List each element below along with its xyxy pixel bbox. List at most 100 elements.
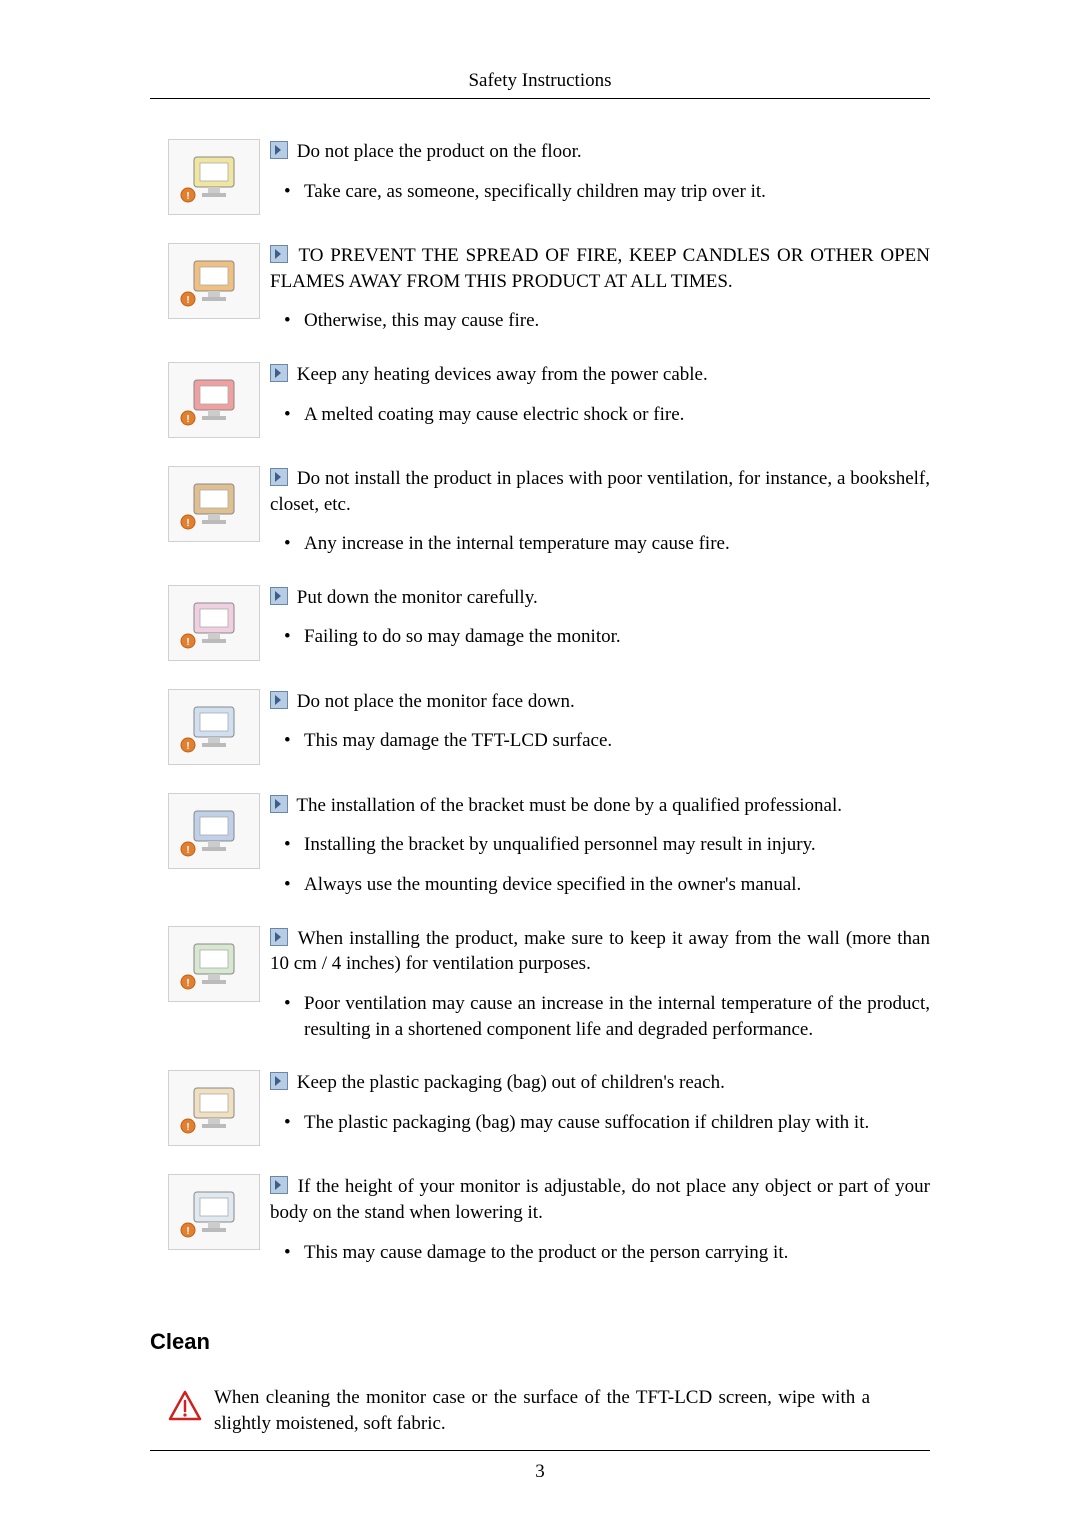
arrow-bullet-icon xyxy=(270,468,288,486)
safety-item-main: Keep any heating devices away from the p… xyxy=(270,362,930,388)
safety-item-text: Keep the plastic packaging (bag) out of … xyxy=(270,1070,930,1135)
safety-items-list: ! Do not place the product on the floor.… xyxy=(150,139,930,1293)
bullet-dot-icon: • xyxy=(284,402,304,428)
safety-item-main: Keep the plastic packaging (bag) out of … xyxy=(270,1070,930,1096)
safety-illustration-icon: ! xyxy=(168,585,260,661)
safety-item-main: If the height of your monitor is adjusta… xyxy=(270,1174,930,1225)
safety-item-bullet-text: This may damage the TFT-LCD surface. xyxy=(304,728,930,754)
svg-text:!: ! xyxy=(186,295,189,306)
safety-item-main-text: TO PREVENT THE SPREAD OF FIRE, KEEP CAND… xyxy=(270,245,930,292)
page-number: 3 xyxy=(535,1461,545,1482)
bullet-dot-icon: • xyxy=(284,832,304,858)
arrow-bullet-icon xyxy=(270,1072,288,1090)
safety-item-row: ! TO PREVENT THE SPREAD OF FIRE, KEEP CA… xyxy=(150,243,930,334)
safety-item-bullet: •This may cause damage to the product or… xyxy=(270,1240,930,1266)
safety-item-icon-cell: ! xyxy=(150,689,270,765)
safety-item-row: ! Keep any heating devices away from the… xyxy=(150,362,930,438)
safety-item-text: TO PREVENT THE SPREAD OF FIRE, KEEP CAND… xyxy=(270,243,930,334)
safety-item-icon-cell: ! xyxy=(150,466,270,542)
safety-item-bullet: •Failing to do so may damage the monitor… xyxy=(270,624,930,650)
safety-item-text: Put down the monitor carefully. •Failing … xyxy=(270,585,930,650)
safety-illustration-icon: ! xyxy=(168,1174,260,1250)
page-header: Safety Instructions xyxy=(150,70,930,99)
safety-item-row: ! When installing the product, make sure… xyxy=(150,926,930,1043)
safety-item-text: Do not install the product in places wit… xyxy=(270,466,930,557)
bullet-dot-icon: • xyxy=(284,624,304,650)
safety-item-bullet: •Installing the bracket by unqualified p… xyxy=(270,832,930,858)
safety-item-main: Put down the monitor carefully. xyxy=(270,585,930,611)
arrow-bullet-icon xyxy=(270,928,288,946)
safety-item-main-text: Keep the plastic packaging (bag) out of … xyxy=(292,1072,725,1093)
safety-item-row: ! The installation of the bracket must b… xyxy=(150,793,930,898)
bullet-dot-icon: • xyxy=(284,991,304,1017)
safety-item-bullet: •Poor ventilation may cause an increase … xyxy=(270,991,930,1042)
svg-text:!: ! xyxy=(186,191,189,202)
svg-text:!: ! xyxy=(186,1226,189,1237)
safety-item-bullet: •This may damage the TFT-LCD surface. xyxy=(270,728,930,754)
safety-item-text: The installation of the bracket must be … xyxy=(270,793,930,898)
safety-item-icon-cell: ! xyxy=(150,1070,270,1146)
safety-item-bullet-text: Failing to do so may damage the monitor. xyxy=(304,624,930,650)
arrow-bullet-icon xyxy=(270,245,288,263)
safety-item-main: Do not place the monitor face down. xyxy=(270,689,930,715)
safety-illustration-icon: ! xyxy=(168,243,260,319)
safety-item-bullet: •Always use the mounting device specifie… xyxy=(270,872,930,898)
safety-item-bullet-text: The plastic packaging (bag) may cause su… xyxy=(304,1110,930,1136)
section-title-clean: Clean xyxy=(150,1329,930,1355)
safety-illustration-icon: ! xyxy=(168,793,260,869)
safety-item-main-text: Keep any heating devices away from the p… xyxy=(292,364,708,385)
bullet-dot-icon: • xyxy=(284,531,304,557)
safety-item-row: ! Put down the monitor carefully. •Failin… xyxy=(150,585,930,661)
safety-illustration-icon: ! xyxy=(168,926,260,1002)
safety-item-icon-cell: ! xyxy=(150,243,270,319)
safety-illustration-icon: ! xyxy=(168,466,260,542)
safety-item-main-text: Do not place the monitor face down. xyxy=(292,691,575,712)
safety-item-row: ! Do not install the product in places w… xyxy=(150,466,930,557)
safety-item-main: Do not install the product in places wit… xyxy=(270,466,930,517)
safety-item-icon-cell: ! xyxy=(150,139,270,215)
arrow-bullet-icon xyxy=(270,795,288,813)
safety-item-bullet: •A melted coating may cause electric sho… xyxy=(270,402,930,428)
safety-item-icon-cell: ! xyxy=(150,1174,270,1250)
safety-item-main-text: The installation of the bracket must be … xyxy=(292,795,842,816)
safety-item-row: ! If the height of your monitor is adjus… xyxy=(150,1174,930,1265)
clean-instruction-text: When cleaning the monitor case or the su… xyxy=(214,1385,930,1436)
safety-item-text: Do not place the product on the floor. •T… xyxy=(270,139,930,204)
safety-illustration-icon: ! xyxy=(168,689,260,765)
safety-item-row: ! Do not place the product on the floor.… xyxy=(150,139,930,215)
page-footer: 3 xyxy=(150,1450,930,1483)
clean-instruction-row: When cleaning the monitor case or the su… xyxy=(150,1385,930,1436)
safety-item-bullet-text: Poor ventilation may cause an increase i… xyxy=(304,991,930,1042)
bullet-dot-icon: • xyxy=(284,728,304,754)
safety-item-main-text: Put down the monitor carefully. xyxy=(292,587,538,608)
safety-item-main: TO PREVENT THE SPREAD OF FIRE, KEEP CAND… xyxy=(270,243,930,294)
safety-item-bullet: •Any increase in the internal temperatur… xyxy=(270,531,930,557)
safety-item-main: When installing the product, make sure t… xyxy=(270,926,930,977)
bullet-dot-icon: • xyxy=(284,1110,304,1136)
safety-item-bullet: •Otherwise, this may cause fire. xyxy=(270,308,930,334)
safety-illustration-icon: ! xyxy=(168,139,260,215)
svg-text:!: ! xyxy=(186,978,189,989)
svg-text:!: ! xyxy=(186,1122,189,1133)
arrow-bullet-icon xyxy=(270,364,288,382)
safety-item-icon-cell: ! xyxy=(150,362,270,438)
arrow-bullet-icon xyxy=(270,1176,288,1194)
safety-illustration-icon: ! xyxy=(168,362,260,438)
safety-item-icon-cell: ! xyxy=(150,926,270,1002)
safety-item-text: Keep any heating devices away from the p… xyxy=(270,362,930,427)
arrow-bullet-icon xyxy=(270,141,288,159)
safety-item-main: The installation of the bracket must be … xyxy=(270,793,930,819)
safety-item-icon-cell: ! xyxy=(150,793,270,869)
svg-text:!: ! xyxy=(186,741,189,752)
svg-text:!: ! xyxy=(186,414,189,425)
page-container: Safety Instructions ! Do not place the p… xyxy=(0,0,1080,1527)
safety-item-main-text: Do not install the product in places wit… xyxy=(270,468,930,515)
safety-item-bullet: •Take care, as someone, specifically chi… xyxy=(270,179,930,205)
safety-item-main: Do not place the product on the floor. xyxy=(270,139,930,165)
safety-item-bullet-text: Take care, as someone, specifically chil… xyxy=(304,179,930,205)
safety-item-main-text: If the height of your monitor is adjusta… xyxy=(270,1176,930,1223)
safety-item-bullet-text: A melted coating may cause electric shoc… xyxy=(304,402,930,428)
safety-illustration-icon: ! xyxy=(168,1070,260,1146)
safety-item-bullet-text: Always use the mounting device specified… xyxy=(304,872,930,898)
arrow-bullet-icon xyxy=(270,587,288,605)
